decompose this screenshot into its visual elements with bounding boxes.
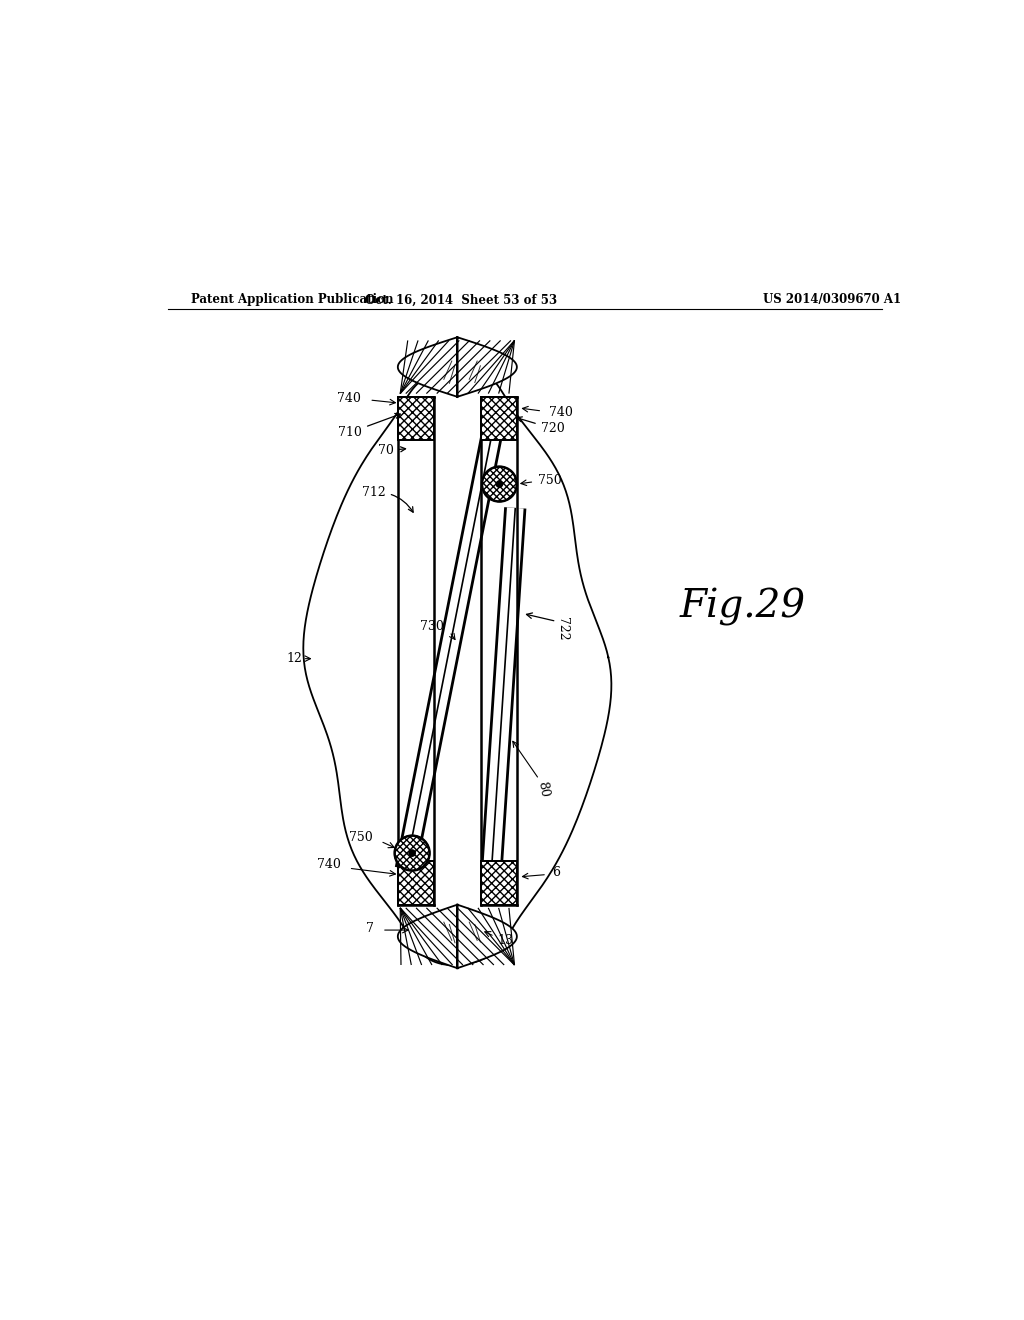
Circle shape: [409, 850, 416, 857]
Circle shape: [497, 480, 503, 487]
Text: 12: 12: [287, 652, 303, 665]
Circle shape: [394, 836, 430, 871]
Text: 722: 722: [556, 616, 569, 640]
Text: 70: 70: [378, 445, 406, 457]
Text: 7: 7: [367, 921, 374, 935]
Text: 740: 740: [316, 858, 341, 871]
Polygon shape: [398, 337, 517, 397]
Text: Oct. 16, 2014  Sheet 53 of 53: Oct. 16, 2014 Sheet 53 of 53: [366, 293, 557, 306]
Bar: [481, 397, 517, 441]
Text: 730: 730: [420, 620, 443, 634]
Text: 740: 740: [549, 407, 572, 420]
Text: 740: 740: [337, 392, 360, 405]
Text: 750: 750: [539, 474, 562, 487]
Bar: [397, 397, 433, 441]
Bar: [397, 861, 433, 904]
Polygon shape: [398, 904, 517, 968]
Text: 710: 710: [338, 413, 400, 440]
Circle shape: [482, 466, 517, 502]
Bar: [481, 397, 517, 904]
Bar: [397, 397, 433, 441]
Bar: [481, 861, 517, 904]
Text: 6: 6: [553, 866, 560, 879]
Bar: [481, 397, 517, 441]
Text: 13: 13: [497, 933, 513, 946]
Text: Fig.29: Fig.29: [680, 589, 806, 626]
Text: 80: 80: [536, 780, 551, 799]
Text: 720: 720: [517, 417, 564, 436]
Bar: [481, 861, 517, 904]
Bar: [397, 861, 433, 904]
Bar: [397, 397, 433, 904]
Text: 712: 712: [362, 486, 413, 512]
Text: US 2014/0309670 A1: US 2014/0309670 A1: [763, 293, 901, 306]
Text: Patent Application Publication: Patent Application Publication: [191, 293, 394, 306]
Text: 750: 750: [349, 830, 373, 843]
